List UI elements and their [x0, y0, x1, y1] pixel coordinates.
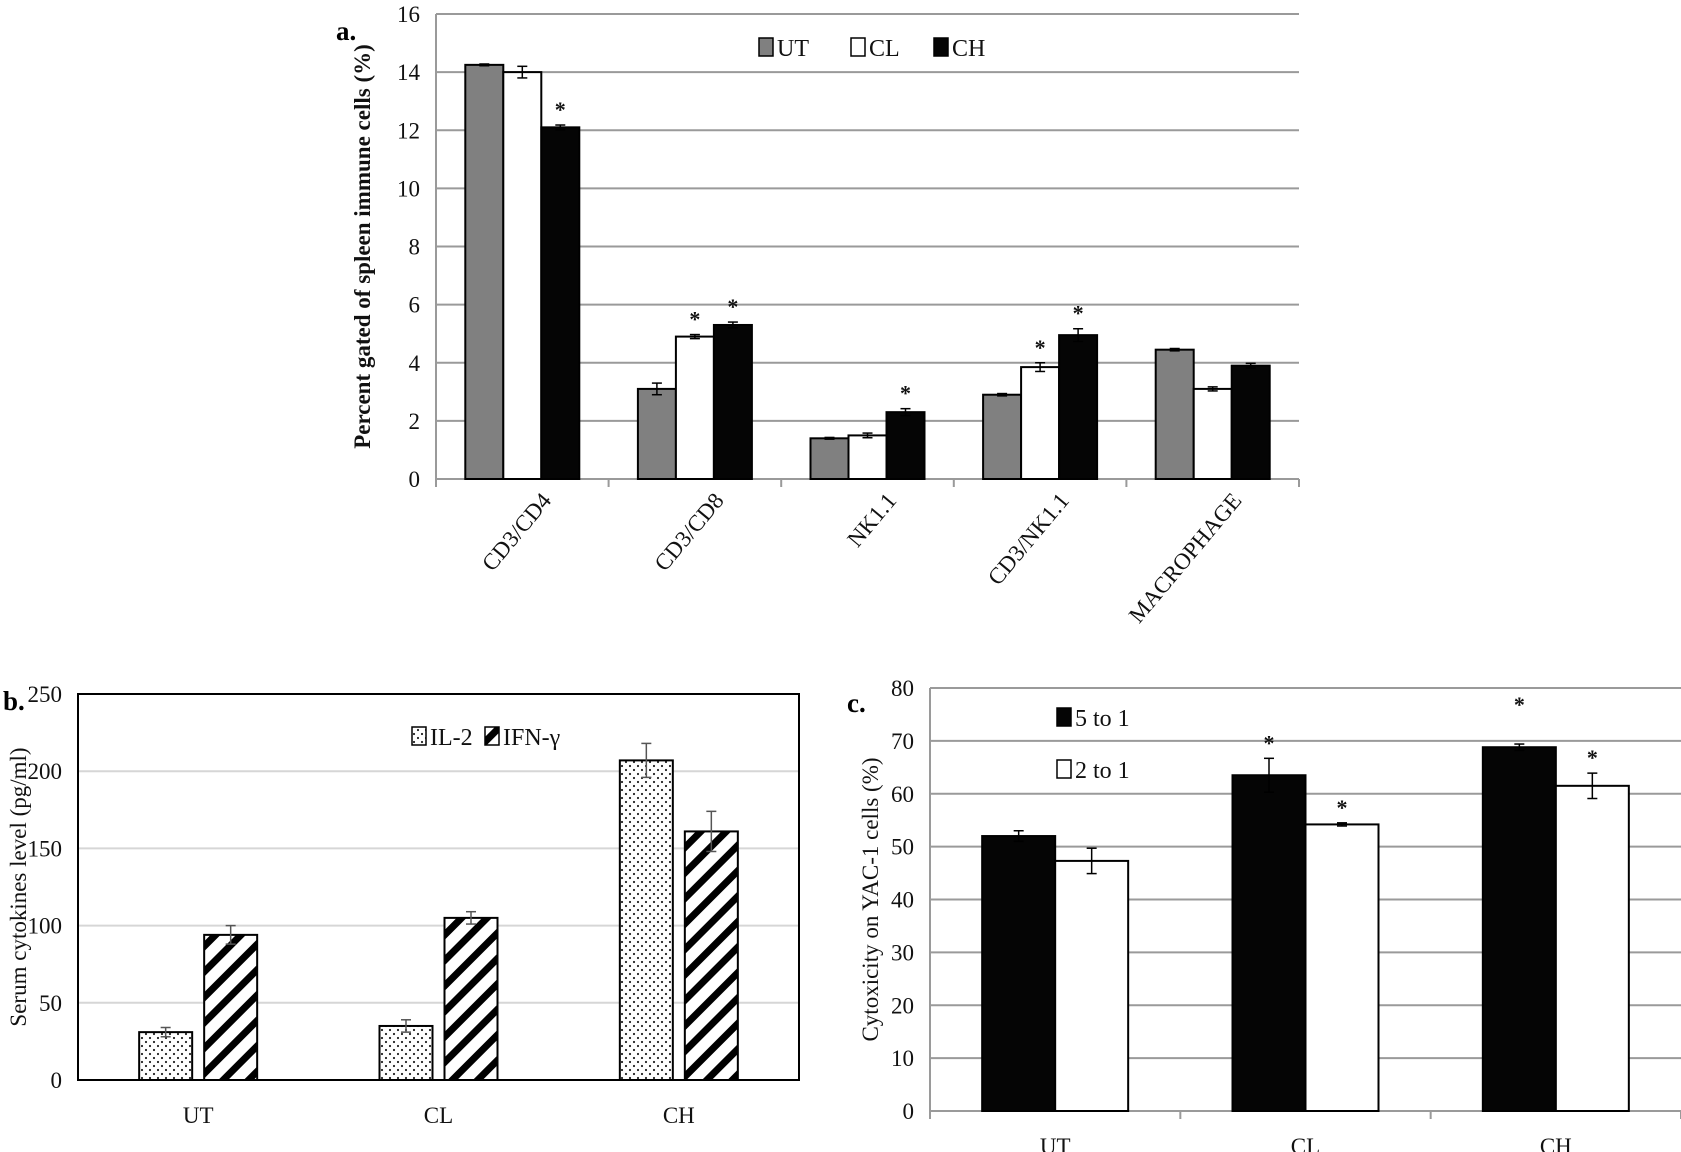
y-tick-label: 10: [397, 176, 420, 201]
legend-label: 2 to 1: [1075, 758, 1130, 784]
legend-swatch: [758, 37, 774, 57]
panel-label: b.: [3, 686, 25, 716]
bar-ch: [540, 126, 581, 480]
chart-a-percent-gated-immune-cells: a. 0 2 4 6 8 10 12 14 16 Percent gated of spleen i…: [336, 2, 1300, 628]
panel-label: a.: [336, 16, 356, 46]
x-tick-label: NK1.1: [842, 488, 901, 552]
x-tick-label: CD3/CD8: [650, 488, 729, 576]
y-tick-label: 0: [409, 467, 421, 492]
bar-5-to-1: [1231, 774, 1307, 1113]
legend-label: CH: [952, 36, 985, 62]
bar-cl: [1020, 366, 1061, 480]
significance-star: *: [727, 294, 738, 319]
y-tick-label: 80: [891, 676, 914, 701]
y-axis-label: Cytoxicity on YAC-1 cells (%): [858, 757, 883, 1041]
legend-swatch: [411, 726, 427, 746]
legend-swatch: [1056, 759, 1072, 779]
y-tick-label: 200: [28, 759, 63, 784]
y-tick-label: 50: [39, 991, 62, 1016]
legend-label: 5 to 1: [1075, 706, 1130, 732]
legend-label: IL-2: [430, 725, 473, 751]
legend-swatch: [850, 37, 866, 57]
y-tick-label: 30: [891, 940, 914, 965]
panel-label: c.: [847, 688, 866, 718]
x-tick-label: CH: [663, 1103, 695, 1128]
x-tick-label: UT: [183, 1103, 214, 1128]
bar-ifn-γ: [443, 916, 499, 1081]
y-tick-label: 16: [397, 2, 420, 27]
bar-cl: [847, 434, 888, 480]
bar-2-to-1: [1554, 784, 1630, 1112]
y-tick-label: 14: [397, 60, 421, 85]
y-axis-label: Percent gated of spleen immune cells (%): [350, 44, 375, 449]
y-tick-label: 60: [891, 782, 914, 807]
bar-cl: [1192, 387, 1233, 480]
y-tick-label: 250: [28, 682, 63, 707]
significance-star: *: [1264, 730, 1275, 755]
y-tick-label: 150: [28, 836, 63, 861]
bar-ch: [885, 411, 926, 480]
legend-label: IFN-γ: [503, 725, 561, 751]
bar-2-to-1: [1304, 823, 1380, 1112]
bar-5-to-1: [981, 835, 1057, 1112]
y-tick-label: 50: [891, 835, 914, 860]
significance-star: *: [555, 97, 566, 122]
bar-il-2: [618, 759, 674, 1082]
bar-ut: [809, 437, 850, 480]
x-tick-label: CD3/CD4: [477, 488, 556, 576]
significance-star: *: [1073, 301, 1084, 326]
bar-cl: [674, 335, 715, 480]
y-tick-label: 8: [409, 235, 421, 260]
y-tick-label: 4: [409, 351, 421, 376]
bar-ifn-γ: [203, 933, 259, 1082]
bar-2-to-1: [1054, 859, 1130, 1112]
y-tick-label: 2: [409, 409, 421, 434]
y-tick-label: 10: [891, 1046, 914, 1071]
bar-il-2: [378, 1024, 434, 1081]
bar-ch: [1230, 364, 1271, 480]
bar-5-to-1: [1481, 746, 1557, 1112]
y-tick-label: 100: [28, 914, 63, 939]
significance-star: *: [689, 307, 700, 332]
x-tick-label: CD3/NK1.1: [983, 488, 1074, 590]
significance-star: *: [1514, 692, 1525, 717]
bar-ut: [1154, 348, 1195, 480]
y-tick-label: 20: [891, 993, 914, 1018]
x-tick-label: MACROPHAGE: [1124, 488, 1247, 627]
significance-star: *: [1337, 795, 1348, 820]
y-tick-label: 12: [397, 118, 420, 143]
significance-star: *: [900, 381, 911, 406]
chart-b-serum-cytokines: b. 0 50 100 150 200 250 Serum cytokines level (…: [3, 682, 800, 1128]
x-tick-label: UT: [1040, 1134, 1071, 1152]
bar-ifn-γ: [683, 830, 739, 1082]
x-tick-label: CL: [424, 1103, 453, 1128]
bar-ch: [712, 323, 753, 480]
y-tick-label: 0: [903, 1099, 915, 1124]
y-tick-label: 70: [891, 729, 914, 754]
bar-il-2: [138, 1031, 194, 1081]
y-axis-label: Serum cytokines level (pg/ml): [6, 747, 31, 1026]
x-tick-label: CH: [1540, 1134, 1572, 1152]
legend-swatch: [933, 37, 949, 57]
bar-ch: [1058, 334, 1099, 480]
bar-ut: [982, 393, 1023, 480]
y-tick-label: 40: [891, 888, 914, 913]
y-tick-label: 6: [409, 293, 421, 318]
legend-swatch: [1056, 707, 1072, 727]
bar-ut: [636, 387, 677, 480]
bar-cl: [502, 71, 543, 480]
x-tick-label: CL: [1291, 1134, 1320, 1152]
significance-star: *: [1035, 335, 1046, 360]
y-tick-label: 0: [51, 1068, 63, 1093]
significance-star: *: [1587, 745, 1598, 770]
chart-c-cytotoxicity: c. 0 10 20 30 40 50 60 70 80 Cytoxicity on YAC-1 c…: [847, 676, 1681, 1152]
legend-swatch: [484, 726, 500, 746]
legend-label: CL: [869, 36, 900, 62]
legend-label: UT: [777, 36, 809, 62]
bar-ut: [464, 63, 505, 480]
